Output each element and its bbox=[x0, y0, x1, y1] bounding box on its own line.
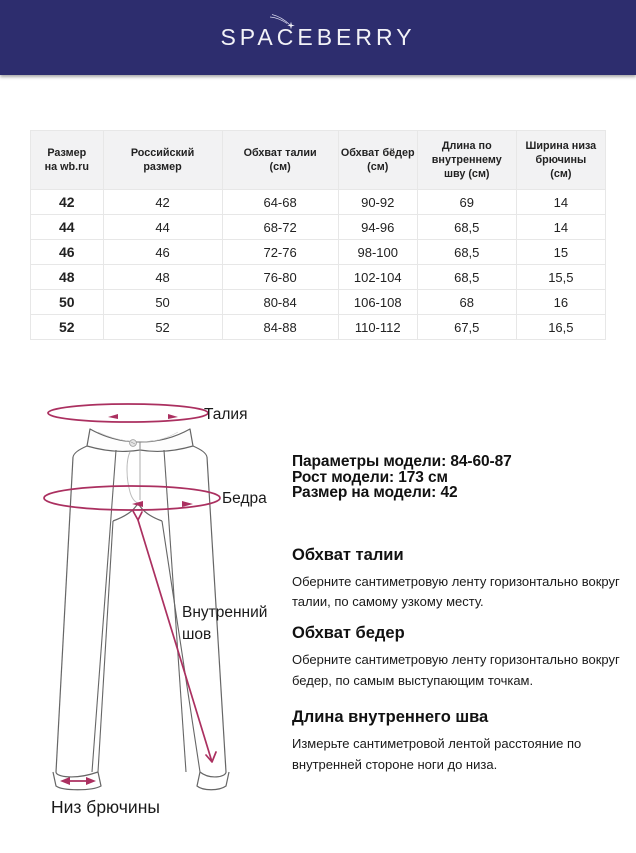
svg-text:Внутренний: Внутренний bbox=[182, 604, 267, 621]
svg-text:Бедра: Бедра bbox=[222, 490, 267, 507]
svg-text:Низ брючины: Низ брючины bbox=[51, 797, 160, 817]
svg-text:шов: шов bbox=[182, 626, 211, 643]
svg-text:Талия: Талия bbox=[204, 406, 248, 423]
